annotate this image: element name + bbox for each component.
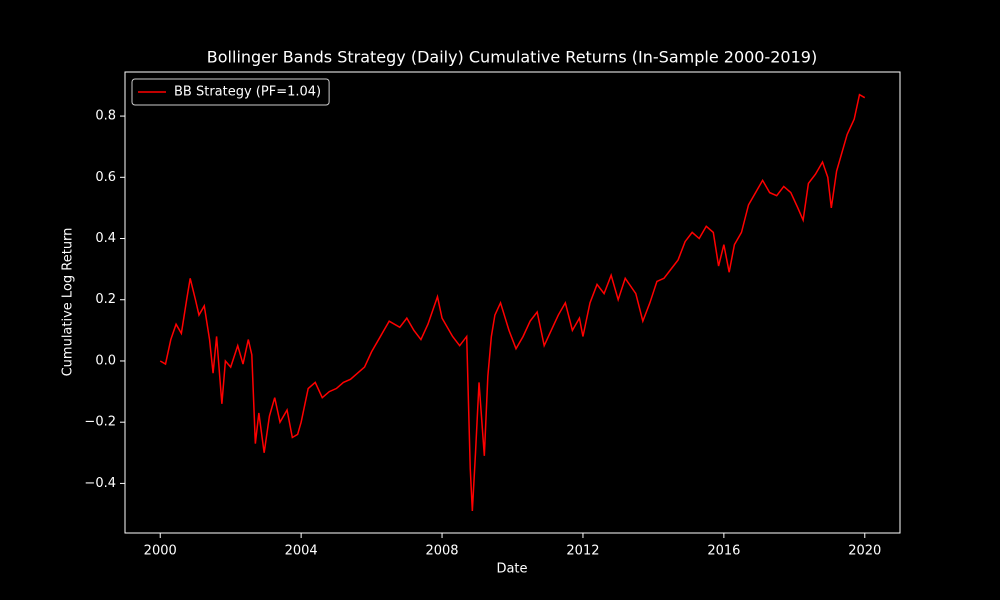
series-line [159,93,866,512]
y-tick-label: 0.2 [95,292,116,307]
x-tick-label: 2012 [566,544,599,559]
x-tick-label: 2004 [285,544,318,559]
legend-label: BB Strategy (PF=1.04) [174,85,321,100]
x-tick-label: 2008 [425,544,458,559]
legend-box [131,78,330,106]
y-tick-label: 0.0 [95,353,116,368]
plot-frame [124,71,901,534]
y-axis-label: Cumulative Log Return [61,228,76,377]
y-tick-label: 0.4 [95,231,116,246]
y-tick-label: −0.2 [84,415,116,430]
x-tick-label: 2020 [848,544,881,559]
y-tick-label: −0.4 [84,476,116,491]
x-tick-label: 2016 [707,544,740,559]
x-tick-label: 2000 [144,544,177,559]
y-tick-label: 0.6 [95,170,116,185]
y-tick-label: 0.8 [95,109,116,124]
x-axis-label: Date [496,562,527,577]
chart-title: Bollinger Bands Strategy (Daily) Cumulat… [207,48,817,67]
